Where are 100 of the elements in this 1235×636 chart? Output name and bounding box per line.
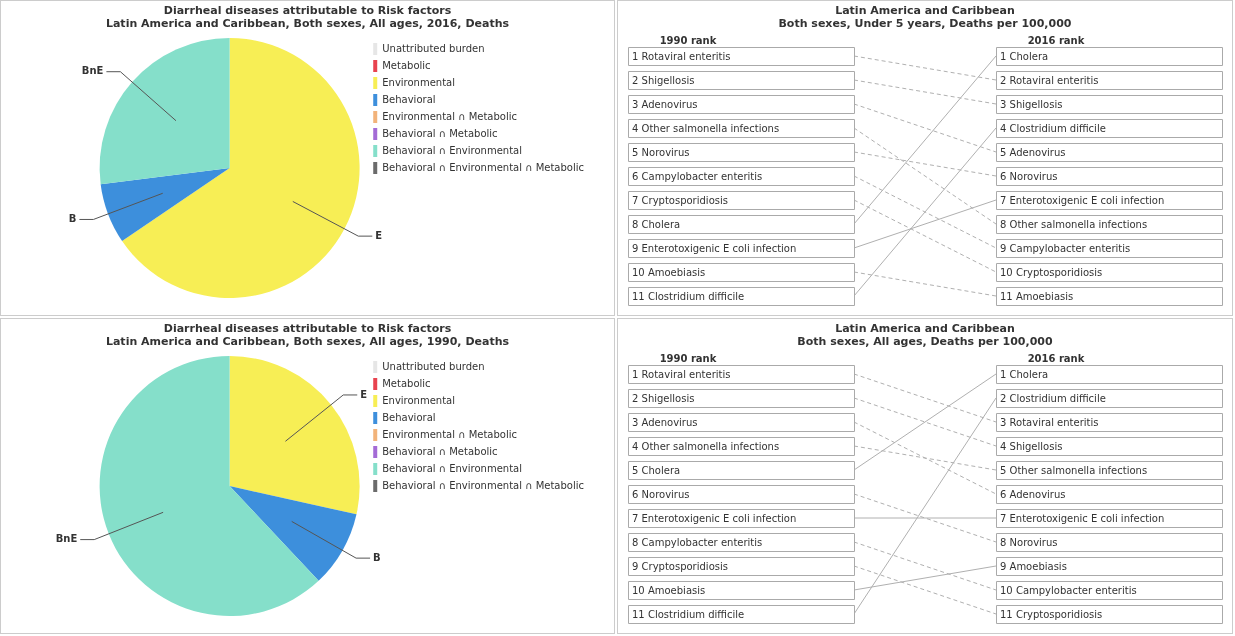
chart-subtitle: Latin America and Caribbean, Both sexes, All ages, 1990, Deaths bbox=[104, 335, 511, 348]
data-label: 10 bbox=[632, 584, 645, 596]
text: Campylobacter enteritis bbox=[1009, 242, 1131, 254]
category-label: 2016 rank bbox=[1027, 34, 1085, 46]
text: Both sexes, All ages, Deaths per 100,000 bbox=[796, 335, 1054, 348]
legend-label: Environmental bbox=[382, 76, 455, 88]
data-label: 1 bbox=[632, 368, 639, 380]
text: Enterotoxigenic E coli infection bbox=[641, 242, 797, 254]
legend-label: Behavioral ∩ Environmental bbox=[382, 462, 522, 474]
text: Enterotoxigenic E coli infection bbox=[1009, 512, 1165, 524]
text: Cryptosporidiosis bbox=[641, 194, 728, 206]
text: Cryptosporidiosis bbox=[1015, 608, 1103, 620]
data-label: 11 bbox=[1000, 290, 1013, 302]
data-label: BnE bbox=[81, 65, 104, 77]
text: Amoebiasis bbox=[1009, 560, 1067, 572]
data-label: 7 bbox=[1000, 194, 1007, 206]
text: Clostridium difficile bbox=[1009, 392, 1106, 404]
data-label: 5 bbox=[1000, 464, 1007, 476]
data-label: 2 bbox=[632, 392, 639, 404]
category-label: 1990 rank bbox=[659, 352, 717, 364]
text: Amoebiasis bbox=[647, 584, 706, 596]
data-label: B bbox=[68, 213, 77, 225]
legend-label: Environmental bbox=[382, 394, 455, 406]
legend-label: Behavioral bbox=[382, 411, 436, 423]
data-label: 8 bbox=[1000, 536, 1007, 548]
data-label: 11 bbox=[632, 290, 645, 302]
text: Both sexes, Under 5 years, Deaths per 100,000 bbox=[777, 17, 1073, 30]
data-label: 6 bbox=[632, 488, 639, 500]
legend-label: Behavioral bbox=[382, 93, 436, 105]
data-label: 1 bbox=[1000, 368, 1007, 380]
text: Cholera bbox=[641, 464, 681, 476]
text: Adenovirus bbox=[1009, 146, 1066, 158]
text: Norovirus bbox=[641, 488, 690, 500]
data-label: 10 bbox=[632, 266, 645, 278]
text: Campylobacter enteritis bbox=[1015, 584, 1137, 596]
data-label: E bbox=[360, 388, 368, 400]
series-label: Clostridium difficile bbox=[647, 608, 745, 620]
text: Rotaviral enteritis bbox=[1009, 416, 1099, 428]
text: Shigellosis bbox=[641, 74, 695, 86]
data-label: 11 bbox=[1000, 608, 1013, 620]
text: Cryptosporidiosis bbox=[1015, 266, 1103, 278]
data-label: 8 bbox=[632, 536, 639, 548]
text: Clostridium difficile bbox=[1009, 122, 1106, 134]
text: Adenovirus bbox=[641, 98, 698, 110]
text: Other salmonella infections bbox=[1009, 218, 1148, 230]
text: Other salmonella infections bbox=[1009, 464, 1148, 476]
data-label: 6 bbox=[1000, 170, 1007, 182]
data-label: 4 bbox=[1000, 122, 1007, 134]
data-label: 9 bbox=[1000, 560, 1007, 572]
legend-label: Behavioral ∩ Environmental ∩ Metabolic bbox=[382, 161, 585, 173]
text: Campylobacter enteritis bbox=[641, 170, 763, 182]
data-label: 2 bbox=[1000, 392, 1007, 404]
data-label: 8 bbox=[632, 218, 639, 230]
chart-title: Diarrheal diseases attributable to Risk factors bbox=[162, 321, 453, 335]
text: Other salmonella infections bbox=[641, 440, 780, 452]
legend-label: Environmental ∩ Metabolic bbox=[382, 428, 518, 440]
data-label: 10 bbox=[1000, 266, 1013, 278]
text: Shigellosis bbox=[1009, 98, 1063, 110]
text: Shigellosis bbox=[1009, 440, 1063, 452]
data-label: 11 bbox=[632, 608, 645, 620]
legend-label: Unattributed burden bbox=[382, 42, 485, 54]
data-label: 9 bbox=[632, 242, 639, 254]
text: Amoebiasis bbox=[1015, 290, 1074, 302]
data-label: 2 bbox=[632, 74, 639, 86]
data-label: 6 bbox=[632, 170, 639, 182]
data-label: 2 bbox=[1000, 74, 1007, 86]
text: Adenovirus bbox=[1009, 488, 1066, 500]
data-label: B bbox=[373, 551, 381, 563]
data-label: 4 bbox=[632, 122, 639, 134]
legend-label: Behavioral ∩ Environmental bbox=[382, 144, 522, 156]
data-label: 7 bbox=[632, 512, 639, 524]
data-label: 10 bbox=[1000, 584, 1013, 596]
text: Rotaviral enteritis bbox=[641, 368, 731, 380]
series-label: Clostridium difficile bbox=[647, 290, 745, 302]
data-label: 3 bbox=[1000, 416, 1007, 428]
data-label: 8 bbox=[1000, 218, 1007, 230]
data-label: BnE bbox=[55, 533, 78, 545]
data-label: 4 bbox=[632, 440, 639, 452]
text: Rotaviral enteritis bbox=[641, 50, 731, 62]
text: Other salmonella infections bbox=[641, 122, 780, 134]
text: Enterotoxigenic E coli infection bbox=[1009, 194, 1165, 206]
text: Adenovirus bbox=[641, 416, 698, 428]
text: Latin America and Caribbean bbox=[834, 321, 1016, 335]
data-label: 3 bbox=[632, 98, 639, 110]
text: Norovirus bbox=[1009, 536, 1058, 548]
legend-label: Unattributed burden bbox=[382, 360, 485, 372]
data-label: 7 bbox=[632, 194, 639, 206]
data-label: 1 bbox=[632, 50, 639, 62]
legend-label: Environmental ∩ Metabolic bbox=[382, 110, 518, 122]
text: Cryptosporidiosis bbox=[641, 560, 728, 572]
text: Shigellosis bbox=[641, 392, 695, 404]
data-label: E bbox=[375, 229, 383, 241]
text: Campylobacter enteritis bbox=[641, 536, 763, 548]
category-label: 2016 rank bbox=[1027, 352, 1085, 364]
chart-subtitle: Latin America and Caribbean, Both sexes, All ages, 2016, Deaths bbox=[104, 17, 511, 30]
data-label: 3 bbox=[632, 416, 639, 428]
text: Latin America and Caribbean bbox=[834, 3, 1016, 17]
data-label: 9 bbox=[632, 560, 639, 572]
text: Amoebiasis bbox=[647, 266, 706, 278]
data-label: 3 bbox=[1000, 98, 1007, 110]
